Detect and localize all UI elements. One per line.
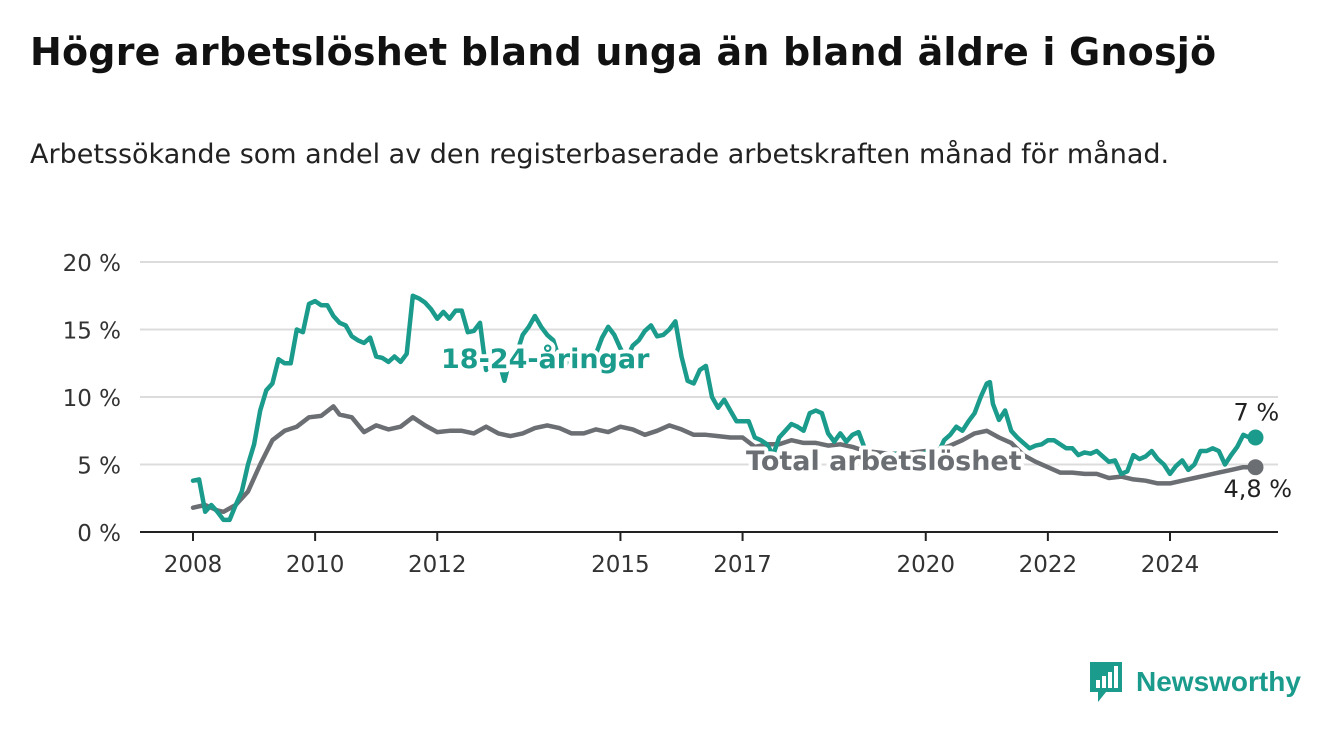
end-label-total: 4,8 % xyxy=(1223,475,1292,503)
series-labels: 18-24-åringar Total arbetslöshet 7 % 4,8 % xyxy=(437,339,1296,507)
chart-subtitle: Arbetssökande som andel av den registerb… xyxy=(30,139,1170,170)
y-tick-label: 20 % xyxy=(63,251,121,277)
x-tick-label: 2020 xyxy=(896,552,955,578)
end-point-total xyxy=(1247,459,1264,476)
end-point-youth xyxy=(1247,429,1264,446)
series-name-total: Total arbetslöshet xyxy=(746,446,1022,477)
y-tick-label: 0 % xyxy=(77,521,121,547)
brand-name: Newsworthy xyxy=(1136,666,1301,697)
chart-title: Högre arbetslöshet bland unga än bland ä… xyxy=(30,30,1217,74)
x-tick-label: 2008 xyxy=(164,552,223,578)
series-group xyxy=(190,293,1264,523)
y-axis: 0 % 5 % 10 % 15 % 20 % xyxy=(63,251,121,547)
x-tick-label: 2017 xyxy=(713,552,772,578)
newsworthy-logo-icon xyxy=(1090,662,1122,702)
series-name-youth: 18-24-åringar xyxy=(441,343,650,375)
y-tick-label: 15 % xyxy=(63,319,121,345)
y-tick-label: 5 % xyxy=(77,454,121,480)
series-line-total xyxy=(190,404,1258,515)
y-tick-label: 10 % xyxy=(63,386,121,412)
x-tick-label: 2015 xyxy=(591,552,650,578)
x-tick-label: 2010 xyxy=(286,552,345,578)
x-tick-label: 2024 xyxy=(1141,552,1200,578)
x-tick-label: 2012 xyxy=(408,552,467,578)
series-line-youth xyxy=(190,293,1258,523)
x-tick-label: 2022 xyxy=(1019,552,1078,578)
end-label-youth: 7 % xyxy=(1233,399,1279,427)
x-axis: 2008 2010 2012 2015 2017 2020 2022 2024 xyxy=(140,531,1278,578)
brand-logo: Newsworthy xyxy=(1088,660,1301,704)
grid-lines xyxy=(140,261,1278,466)
